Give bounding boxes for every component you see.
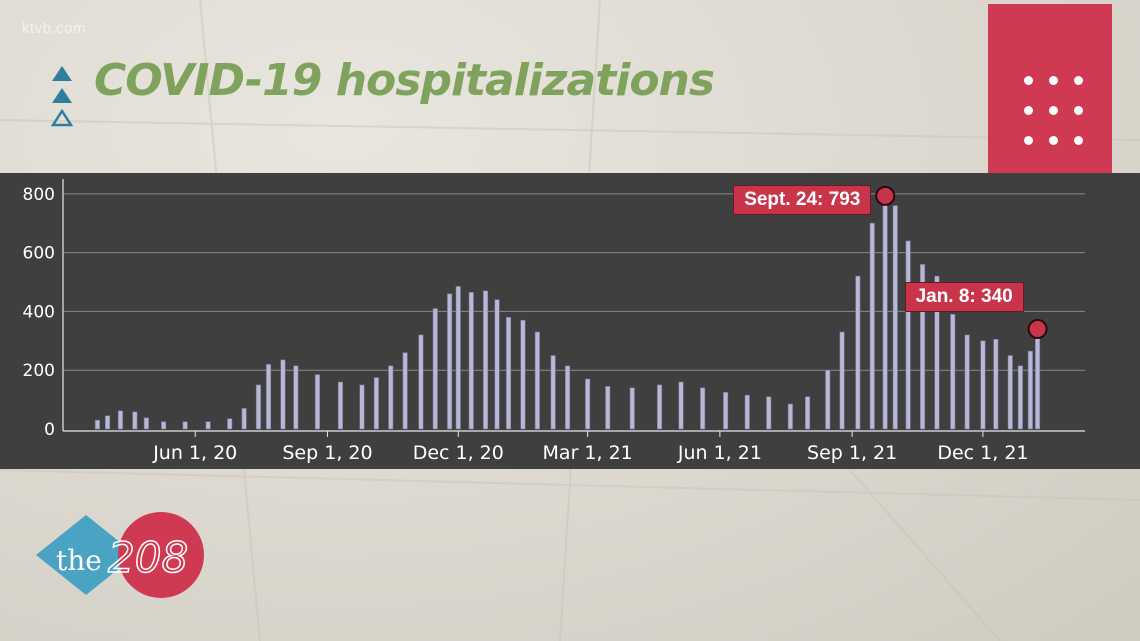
decor-dot [1049,136,1058,145]
decor-dot [1024,136,1033,145]
chart-bar [564,365,571,430]
y-tick-label: 400 [23,302,55,322]
chart-bar [605,386,611,430]
annotation-label: Jan. 8: 340 [904,282,1024,313]
x-tick-label: Sep 1, 21 [807,442,897,464]
chart-bar [447,293,453,430]
chart-bar [964,334,970,430]
chart-bar [455,286,461,430]
decor-dot [1074,106,1083,115]
chart-bar [388,365,394,430]
chart-bar [182,421,188,430]
chart-bar [314,374,321,430]
red-dot-panel [988,4,1112,174]
annotation-label: Sept. 24: 793 [733,184,872,215]
chart-bar [787,403,793,430]
chart-bar [629,387,635,430]
chart-bar [1027,350,1033,430]
chart-bar [934,275,940,430]
chart-bar [678,381,684,430]
chart-bar [227,418,233,430]
chart-bar [585,378,591,430]
chart-bar [494,299,500,430]
chart-bar [105,415,111,430]
triangle-stack-icon [50,66,74,127]
chart-bar [143,417,149,430]
chart-bar [255,384,262,430]
decor-dot [1024,106,1033,115]
chart-bar [1017,365,1023,430]
chart-bar [766,396,772,430]
chart-bar [892,205,898,430]
annotation-marker [1027,319,1048,339]
chart-bar [432,308,438,430]
chart-bar [505,317,512,430]
chart-bar [534,331,540,430]
chart-bar [117,410,123,430]
chart-bar [882,195,888,430]
chart-bar [1035,328,1041,430]
decor-dot [1074,136,1083,145]
x-tick-label: Sep 1, 20 [282,442,372,464]
hospitalizations-chart: 0 200 400 600 800 Jun 1, 20 Sep 1, 20 Dec 1, 20… [23,179,1085,464]
chart-bar [293,365,299,430]
chart-bar [94,419,100,430]
chart-bar [825,369,831,430]
chart-bar [205,421,211,430]
chart-bar [919,264,926,430]
chart-bar [1007,355,1013,430]
chart-bar [520,319,526,430]
chart-panel: 0 200 400 600 800 Jun 1, 20 Sep 1, 20 Dec 1, 20… [0,173,1140,469]
chart-bar [280,359,286,430]
chart-bar [337,381,344,430]
decor-dot [1049,106,1058,115]
x-tick-label: Dec 1, 21 [937,442,1028,464]
page-title: COVID-19 hospitalizations [94,55,715,106]
chart-bar [132,411,138,430]
chart-bar [723,392,729,430]
chart-bar [359,384,365,430]
chart-bar [993,339,999,430]
chart-bar [744,394,750,430]
chart-bar [980,340,986,430]
the208-logo: the 208 [36,512,204,598]
chart-bar [161,421,167,430]
chart-bar [804,396,811,430]
y-tick-label: 800 [23,185,55,205]
chart-bar [241,408,247,430]
chart-bar [402,352,408,430]
decor-dot [1074,76,1083,85]
chart-bar [468,292,474,430]
x-tick-label: Jun 1, 20 [152,442,237,464]
chart-bar [950,314,956,430]
decor-dot [1049,76,1058,85]
chart-bar [855,275,861,430]
y-tick-label: 0 [44,420,55,440]
svg-text:the: the [56,544,102,577]
chart-bar [265,364,272,430]
chart-bar [700,387,706,430]
chart-bar [482,290,489,430]
annotation-marker [875,185,896,206]
x-tick-label: Dec 1, 20 [413,442,504,464]
chart-bar [373,377,379,430]
chart-bar [418,334,424,430]
brand-watermark: ktvb.com [22,20,87,37]
chart-bar [869,222,875,430]
chart-bar [905,240,911,430]
decor-dot [1024,76,1033,85]
svg-text:208: 208 [108,533,188,582]
y-tick-label: 600 [23,244,55,264]
x-tick-label: Jun 1, 21 [677,442,762,464]
chart-bar [656,384,663,430]
chart-bar [839,331,845,430]
x-tick-label: Mar 1, 21 [543,442,633,464]
y-tick-label: 200 [23,361,55,381]
chart-bar [550,355,556,430]
